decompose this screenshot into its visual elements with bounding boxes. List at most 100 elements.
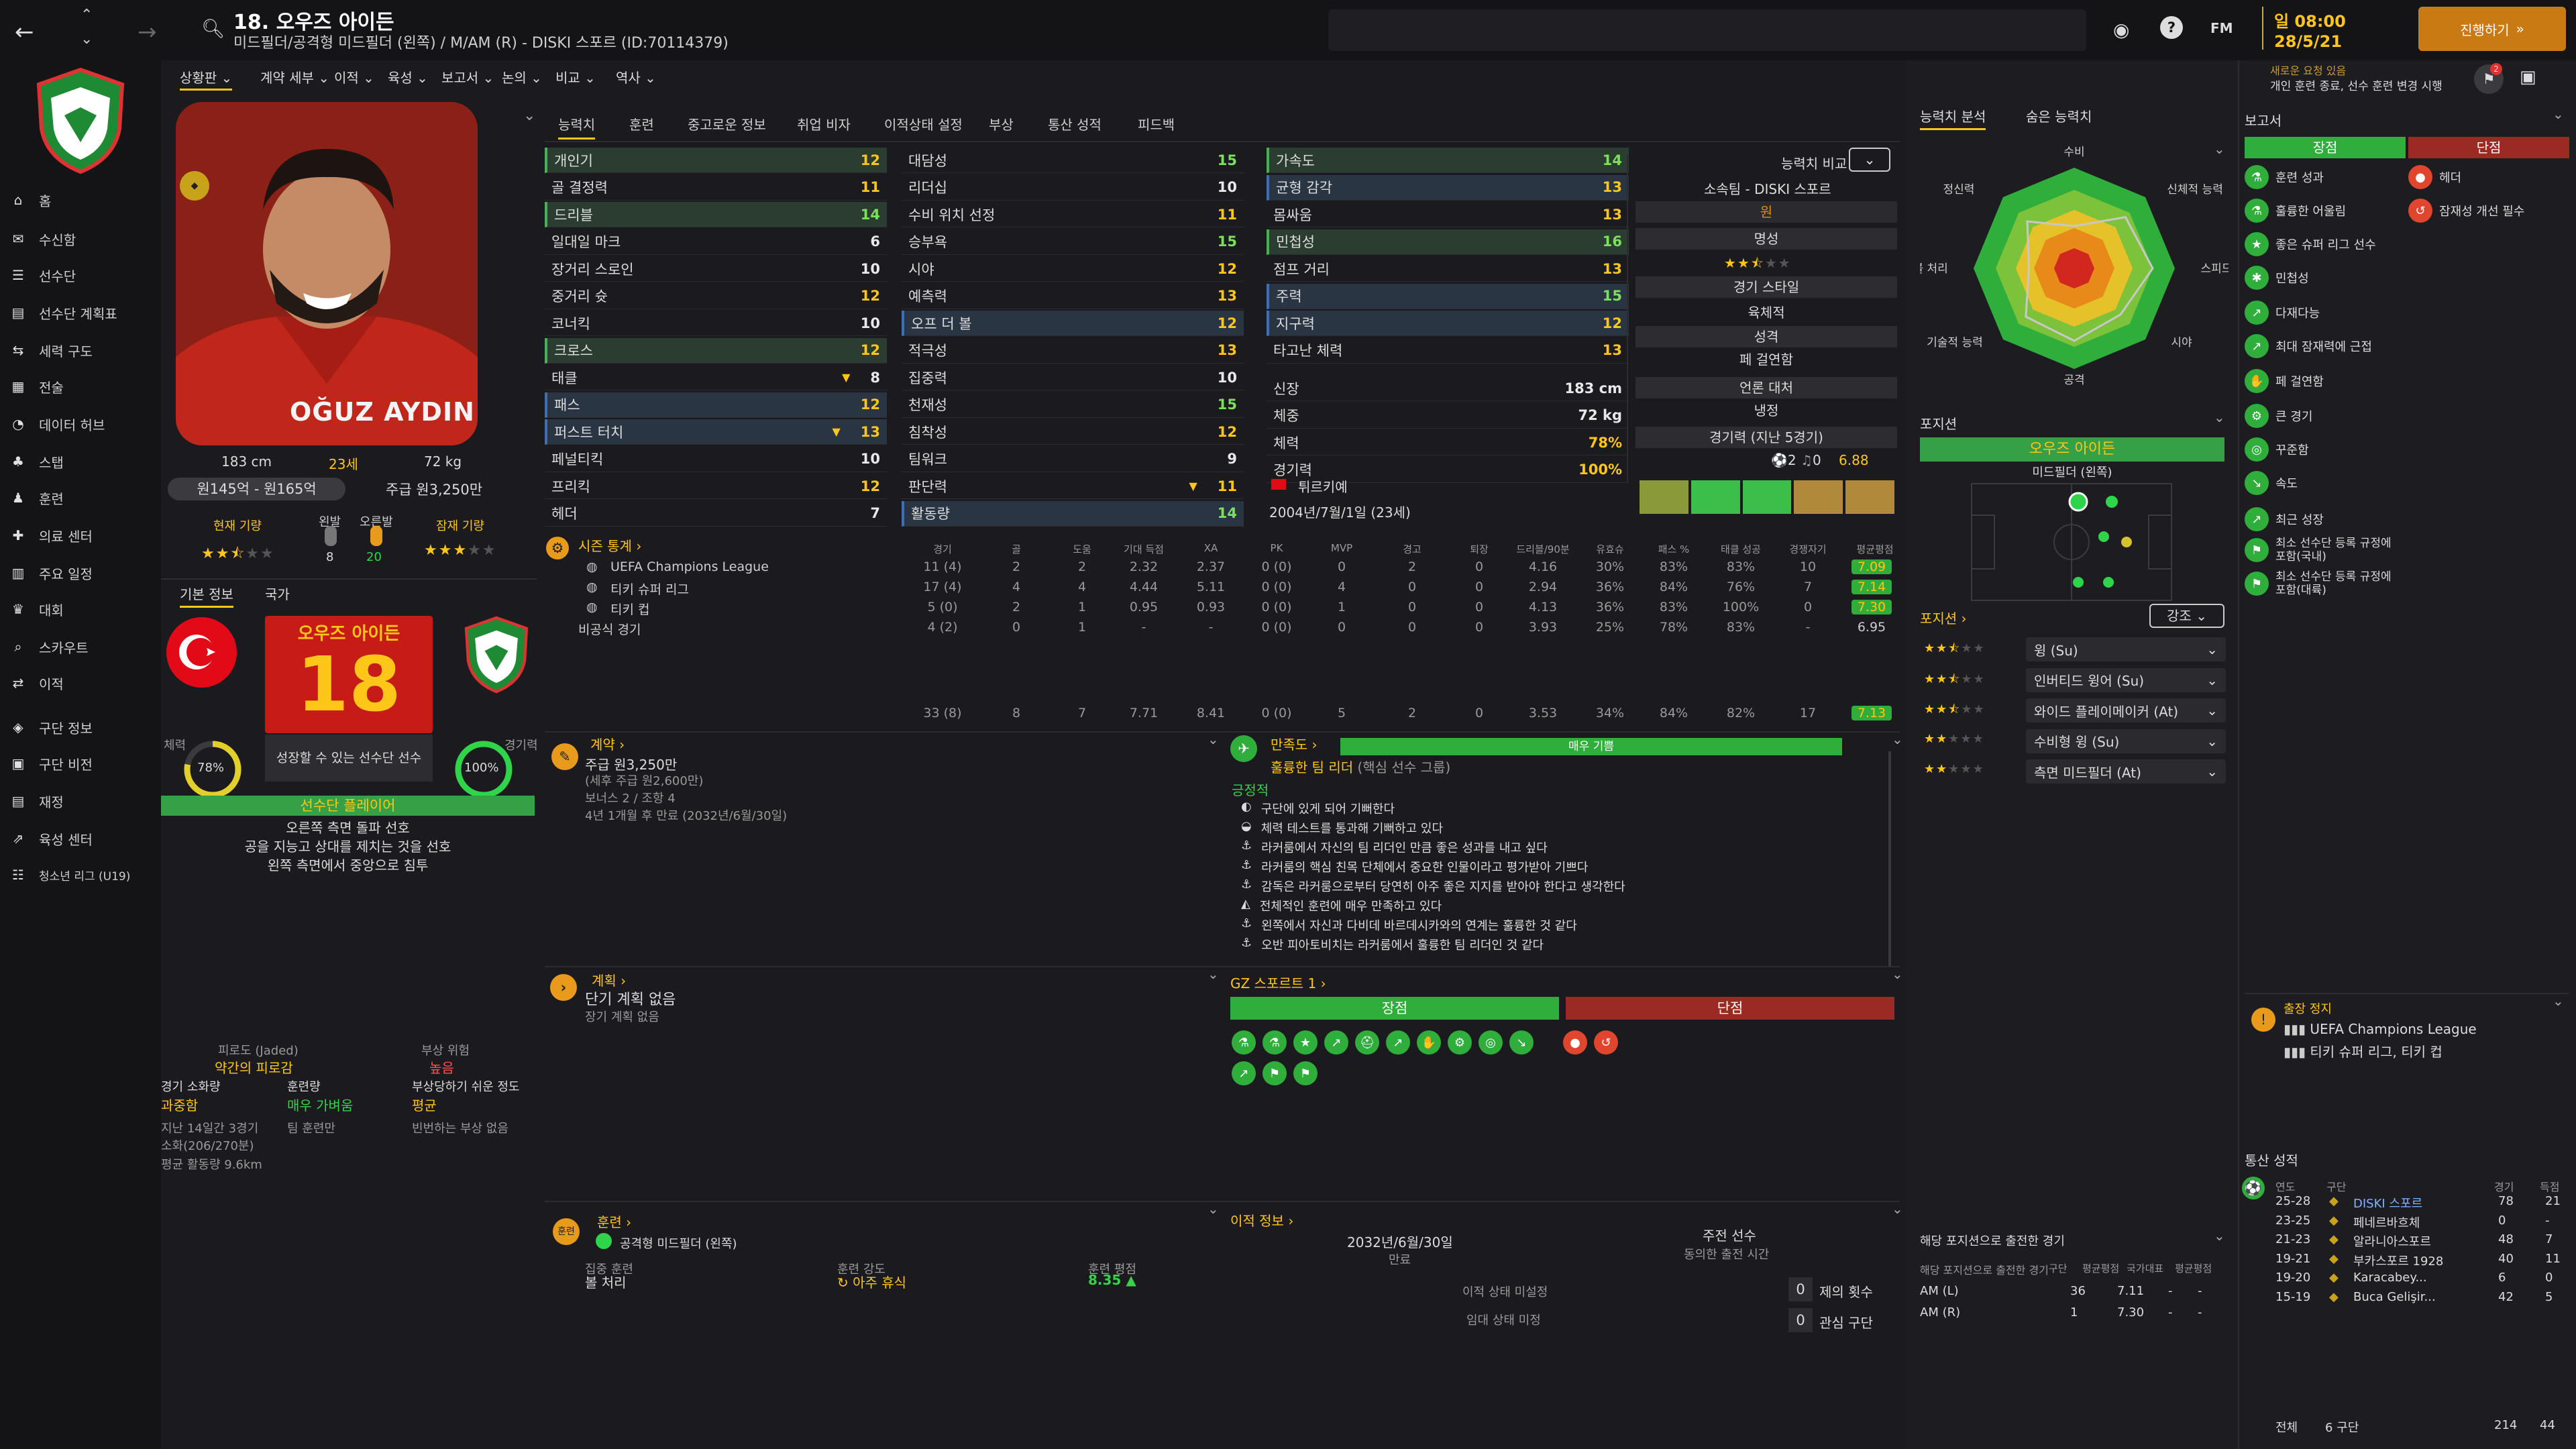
attribute-row[interactable]: 코너킥 10 <box>545 311 887 336</box>
help-icon[interactable]: ? <box>2160 16 2183 39</box>
scout-header[interactable]: GZ 스포르트 1 › <box>1230 975 1326 991</box>
menu-item-4[interactable]: 보고서 ⌄ <box>441 67 494 87</box>
scout-pro-icon[interactable]: ⚑ <box>1293 1061 1318 1085</box>
tab-2[interactable]: 중고로운 정보 <box>688 117 766 133</box>
fm-logo[interactable]: FM <box>2210 20 2233 36</box>
stats-column-header[interactable]: 퇴장 <box>1470 543 1489 555</box>
attribute-row[interactable]: 개인기 12 <box>545 148 887 173</box>
sidebar-item-13[interactable]: ⇄ 이적 <box>9 669 64 696</box>
contract-collapse-icon[interactable]: ⌄ <box>1208 731 1219 747</box>
scout-pro-icon[interactable]: ↗ <box>1386 1030 1410 1055</box>
menu-item-3[interactable]: 육성 ⌄ <box>388 67 428 87</box>
tab-basic-info[interactable]: 기본 정보 <box>180 584 233 608</box>
sidebar-item-14[interactable]: ◈ 구단 정보 <box>9 714 93 741</box>
plan-header[interactable]: 계획 › <box>592 973 627 989</box>
tab-6[interactable]: 통산 성적 <box>1048 117 1102 133</box>
attribute-row[interactable]: 타고난 체력 13 <box>1267 338 1629 364</box>
career-club[interactable]: DISKI 스포르 <box>2353 1197 2423 1211</box>
satisfaction-collapse-icon[interactable]: ⌄ <box>1892 731 1903 747</box>
report-pro-item[interactable]: ◎ 꾸준함 <box>2245 437 2399 462</box>
satisfaction-header[interactable]: 만족도 › <box>1271 737 1318 753</box>
tab-7[interactable]: 피드백 <box>1138 117 1175 133</box>
collapse-icon[interactable]: ⌄ <box>523 107 536 124</box>
suspension-collapse-icon[interactable]: ⌄ <box>2553 993 2564 1009</box>
sidebar-item-7[interactable]: ♣ 스탭 <box>9 448 64 475</box>
training-header[interactable]: 훈련 › <box>597 1214 632 1230</box>
report-pro-item[interactable]: ⚗ 훌륭한 어울림 <box>2245 199 2399 223</box>
scout-pro-icon[interactable]: ↘ <box>1509 1030 1534 1055</box>
attribute-row[interactable]: 적극성 13 <box>902 338 1244 364</box>
sidebar-item-6[interactable]: ◔ 데이터 허브 <box>9 411 105 437</box>
attribute-row[interactable]: 프리킥 12 <box>545 474 887 499</box>
attribute-row[interactable]: 수비 위치 선정 11 <box>902 202 1244 227</box>
tab-0[interactable]: 능력치 <box>558 114 596 140</box>
tab-1[interactable]: 훈련 <box>629 117 654 133</box>
report-collapse-icon[interactable]: ⌄ <box>2553 106 2564 122</box>
stats-row[interactable]: ◍ 티키 슈퍼 리그 17 (4) 4 4 4.44 5.11 0 (0) 4 0 0 2.94 36%… <box>570 580 1912 600</box>
tab-nation[interactable]: 국가 <box>265 586 290 602</box>
sidebar-item-11[interactable]: ♛ 대회 <box>9 596 64 623</box>
stats-column-header[interactable]: PK <box>1270 542 1283 554</box>
positions-collapse-icon[interactable]: ⌄ <box>2214 409 2225 425</box>
stats-column-header[interactable]: 경고 <box>1403 543 1421 555</box>
sidebar-item-8[interactable]: ♟ 훈련 <box>9 484 64 511</box>
sidebar-item-3[interactable]: ▤ 선수단 계획표 <box>9 299 117 326</box>
report-pro-item[interactable]: ✱ 민첩성 <box>2245 266 2399 290</box>
pos-apps-collapse-icon[interactable]: ⌄ <box>2214 1228 2225 1244</box>
stats-column-header[interactable]: 유효슈 <box>1596 543 1624 555</box>
scout-icon[interactable]: ◉ <box>2113 19 2130 41</box>
stats-column-header[interactable]: 도움 <box>1073 543 1091 555</box>
sidebar-item-4[interactable]: ⇆ 세력 구도 <box>9 337 93 364</box>
attribute-row[interactable]: 체중 72 kg <box>1267 403 1629 429</box>
stats-header[interactable]: 시즌 통계 › <box>578 538 642 554</box>
forward-icon[interactable]: → <box>138 19 157 46</box>
attribute-row[interactable]: 지구력 12 <box>1267 311 1629 336</box>
report-pro-item[interactable]: ⚙ 큰 경기 <box>2245 404 2399 428</box>
attribute-row[interactable]: 시야 12 <box>902 256 1244 282</box>
sidebar-item-12[interactable]: ⌕ 스카우트 <box>9 633 88 660</box>
report-pro-item[interactable]: ↗ 최근 성장 <box>2245 507 2399 531</box>
sidebar-item-1[interactable]: ✉ 수신함 <box>9 225 76 252</box>
career-club[interactable]: Buca Gelişir... <box>2353 1289 2436 1304</box>
attribute-row[interactable]: 팀워크 9 <box>902 447 1244 472</box>
role-dropdown[interactable]: 수비형 윙 (Su) ⌄ <box>2026 729 2226 753</box>
scout-con-icon[interactable]: ● <box>1563 1030 1587 1055</box>
plan-collapse-icon[interactable]: ⌄ <box>1208 966 1219 982</box>
attribute-row[interactable]: 가속도 14 <box>1267 148 1629 173</box>
sidebar-item-0[interactable]: ⌂ 홈 <box>9 186 52 213</box>
search-icon[interactable]: 🔍︎ <box>201 17 225 40</box>
role-dropdown[interactable]: 인버티드 윙어 (Su) ⌄ <box>2026 667 2226 692</box>
stats-column-header[interactable]: 평균평점 <box>1856 543 1894 555</box>
training-collapse-icon[interactable]: ⌄ <box>1208 1201 1219 1217</box>
down-icon[interactable]: ⌄ <box>80 31 93 48</box>
career-club[interactable]: Karacabey... <box>2353 1271 2427 1285</box>
sidebar-item-9[interactable]: ✚ 의료 센터 <box>9 522 93 549</box>
stats-column-header[interactable]: XA <box>1203 542 1218 554</box>
stats-row[interactable]: 비공식 경기 4 (2) 0 1 - - 0 (0) 0 0 0 3.93 25% 78% 83% - 6.9… <box>570 620 1912 640</box>
attribute-row[interactable]: 집중력 10 <box>902 365 1244 390</box>
scrollbar[interactable] <box>1888 751 1891 966</box>
attribute-row[interactable]: 몸싸움 13 <box>1267 202 1629 227</box>
tab-hidden-attributes[interactable]: 숨은 능력치 <box>2026 109 2092 125</box>
attribute-row[interactable]: 대담성 15 <box>902 148 1244 173</box>
sidebar-item-2[interactable]: ☰ 선수단 <box>9 262 76 288</box>
scout-con-icon[interactable]: ↺ <box>1594 1030 1618 1055</box>
sidebar-item-17[interactable]: ⇗ 육성 센터 <box>9 825 93 852</box>
stats-column-header[interactable]: 골 <box>1012 543 1021 555</box>
attribute-row[interactable]: 오프 더 볼 12 <box>902 311 1244 336</box>
attribute-row[interactable]: 주력 15 <box>1267 283 1629 309</box>
attribute-row[interactable]: 드리블 14 <box>545 202 887 227</box>
menu-item-6[interactable]: 비교 ⌄ <box>555 67 596 87</box>
career-club[interactable]: 알라니아스포르 <box>2353 1235 2431 1249</box>
search-bar[interactable] <box>1328 9 2086 51</box>
layout-icon[interactable]: ▣ <box>2520 67 2536 87</box>
tab-5[interactable]: 부상 <box>989 117 1014 133</box>
tab-attribute-analysis[interactable]: 능력치 분석 <box>1920 106 1986 130</box>
role-dropdown[interactable]: 와이드 플레이메이커 (At) ⌄ <box>2026 698 2226 722</box>
report-pro-item[interactable]: ⚗ 훈련 성과 <box>2245 165 2399 189</box>
attribute-row[interactable]: 크로스 12 <box>545 337 887 364</box>
sidebar-item-5[interactable]: ▦ 전술 <box>9 373 64 400</box>
attribute-row[interactable]: 침착성 12 <box>902 419 1244 445</box>
attribute-row[interactable]: 민첩성 16 <box>1267 229 1629 255</box>
scout-pro-icon[interactable]: ★ <box>1293 1030 1318 1055</box>
